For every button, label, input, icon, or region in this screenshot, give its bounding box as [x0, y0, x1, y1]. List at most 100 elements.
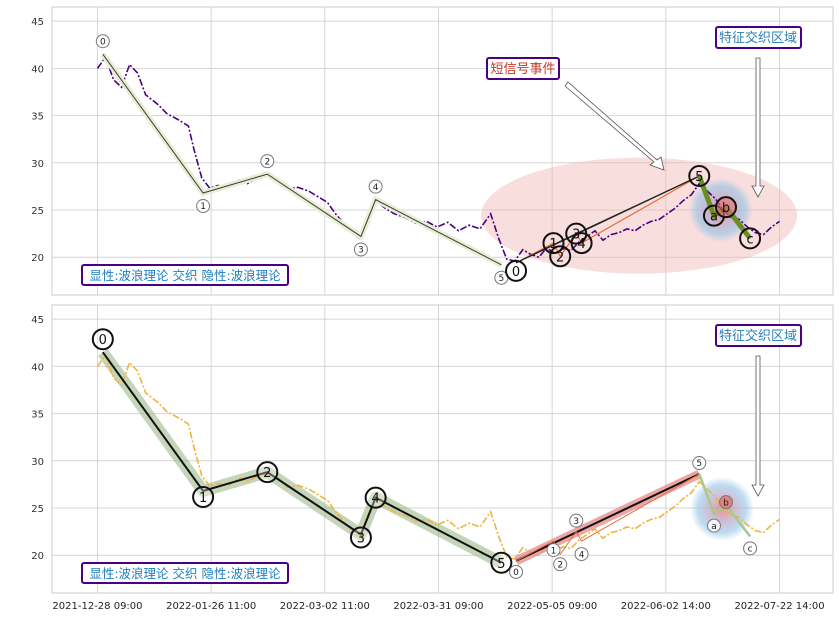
sub-wave-line — [515, 473, 700, 562]
y-tick-label: 20 — [31, 551, 44, 562]
wave-line — [102, 53, 502, 266]
y-tick-label: 35 — [31, 112, 44, 123]
sub-wave-node-marker — [542, 232, 565, 255]
sub-wave-node-label: 1 — [549, 237, 557, 252]
sub-wave-node-label: 5 — [696, 459, 702, 469]
y-tick-label: 25 — [31, 504, 44, 515]
corrective-node-label: a — [711, 522, 717, 532]
wave-node-label: 1 — [200, 202, 206, 212]
sub-wave-node-label: 4 — [577, 237, 585, 252]
sub-wave-node-label: 4 — [579, 550, 585, 560]
interweave-box — [715, 26, 802, 49]
signal-event-arrow — [564, 81, 665, 171]
wave-node-marker — [490, 551, 513, 574]
interweave-label: 特征交织区域 — [719, 30, 797, 46]
wave-node-label: 3 — [358, 246, 364, 256]
plot-area — [51, 6, 834, 296]
interweave-arrow — [751, 57, 765, 198]
theory-label-text: 显性:波浪理论 交织 隐性:波浪理论 — [89, 566, 281, 581]
sub-wave-node-marker — [505, 259, 528, 282]
wave-line — [102, 351, 502, 564]
signal-event-box — [486, 57, 560, 80]
y-tick-label: 30 — [31, 159, 44, 170]
sub-wave-node-label: 0 — [512, 265, 520, 280]
wave-node-marker — [256, 461, 279, 484]
sub-wave-node-marker — [574, 547, 589, 562]
wave-node-marker — [260, 154, 275, 169]
wave-node-marker — [349, 526, 372, 549]
wave-node-marker — [364, 486, 387, 509]
sub-wave-node-marker — [570, 232, 593, 255]
corrective-line — [698, 473, 752, 538]
plot-area — [51, 304, 834, 594]
x-tick-label: 2022-01-26 11:00 — [166, 601, 256, 612]
sub-wave-node-label: 5 — [695, 170, 703, 185]
theory-label-text: 显性:波浪理论 交织 隐性:波浪理论 — [89, 268, 281, 283]
x-tick-label: 2022-03-31 09:00 — [393, 601, 483, 612]
sub-wave-node-marker — [569, 513, 584, 528]
interweave-arrow — [751, 355, 765, 497]
y-tick-label: 40 — [31, 64, 44, 75]
y-tick-label: 35 — [31, 410, 44, 421]
wave-node-label: 2 — [263, 466, 271, 481]
corrective-node-label: c — [747, 232, 754, 247]
corrective-node-label: a — [710, 210, 718, 225]
y-tick-label: 45 — [31, 17, 44, 28]
corrective-node-label: c — [748, 545, 753, 555]
x-tick-label: 2022-07-22 14:00 — [734, 601, 824, 612]
sub-wave-node-marker — [688, 165, 711, 188]
sub-wave-line — [515, 175, 700, 264]
wave-node-label: 4 — [371, 492, 379, 507]
sub-wave-line — [515, 473, 700, 562]
wave-node-label: 0 — [99, 333, 107, 348]
signal-event-label: 短信号事件 — [490, 62, 555, 77]
sub-wave-line — [515, 175, 700, 264]
wave-node-marker — [192, 486, 215, 509]
wave-node-marker — [95, 34, 110, 49]
corrective-node-marker — [719, 495, 734, 510]
y-tick-label: 40 — [31, 362, 44, 373]
x-tick-label: 2022-06-02 14:00 — [621, 601, 711, 612]
y-tick-label: 30 — [31, 457, 44, 468]
sub-wave-node-label: 0 — [513, 568, 519, 578]
sub-wave-node-marker — [509, 564, 524, 579]
sub-wave-node-label: 3 — [573, 517, 579, 527]
wave-node-label: 5 — [497, 557, 505, 572]
wave-node-marker — [91, 328, 114, 351]
theory-label-box — [81, 264, 289, 286]
sub-wave-node-label: 2 — [557, 560, 563, 570]
corrective-node-marker — [739, 227, 762, 250]
sub-wave-node-marker — [553, 557, 568, 572]
wave-node-label: 1 — [199, 491, 207, 506]
bottom-panel: 202530354045012345012345abc特征交织区域显性:波浪理论… — [31, 304, 834, 594]
sub-wave-node-label: 1 — [551, 546, 557, 556]
sub-wave-node-label: 2 — [556, 250, 564, 265]
x-tick-label: 2022-03-02 11:00 — [280, 601, 370, 612]
price-series — [96, 353, 780, 560]
wave-node-marker — [353, 242, 368, 257]
theory-label-box — [81, 562, 289, 584]
corrective-node-marker — [706, 518, 721, 533]
wave-node-label: 2 — [264, 157, 270, 167]
sub-wave-node-marker — [692, 456, 707, 471]
x-axis: 2021-12-28 09:00 2022-01-26 11:00 2022-03-… — [52, 601, 824, 612]
y-tick-label: 20 — [31, 253, 44, 264]
wave-node-label: 3 — [357, 531, 365, 546]
interweave-box — [715, 324, 802, 347]
wave-node-label: 4 — [373, 183, 379, 193]
x-tick-label: 2021-12-28 09:00 — [52, 601, 142, 612]
corrective-node-label: b — [722, 201, 730, 216]
wave-node-marker — [196, 199, 211, 214]
y-tick-label: 45 — [31, 315, 44, 326]
x-tick-label: 2022-05-05 09:00 — [507, 601, 597, 612]
wave-node-label: 5 — [498, 274, 504, 284]
wave-node-marker — [368, 179, 383, 194]
wave-node-label: 0 — [100, 37, 106, 47]
corrective-node-label: b — [723, 498, 729, 508]
sub-wave-node-marker — [546, 543, 561, 558]
corrective-node-marker — [715, 196, 738, 219]
y-tick-label: 25 — [31, 206, 44, 217]
sub-wave-node-marker — [549, 245, 572, 268]
